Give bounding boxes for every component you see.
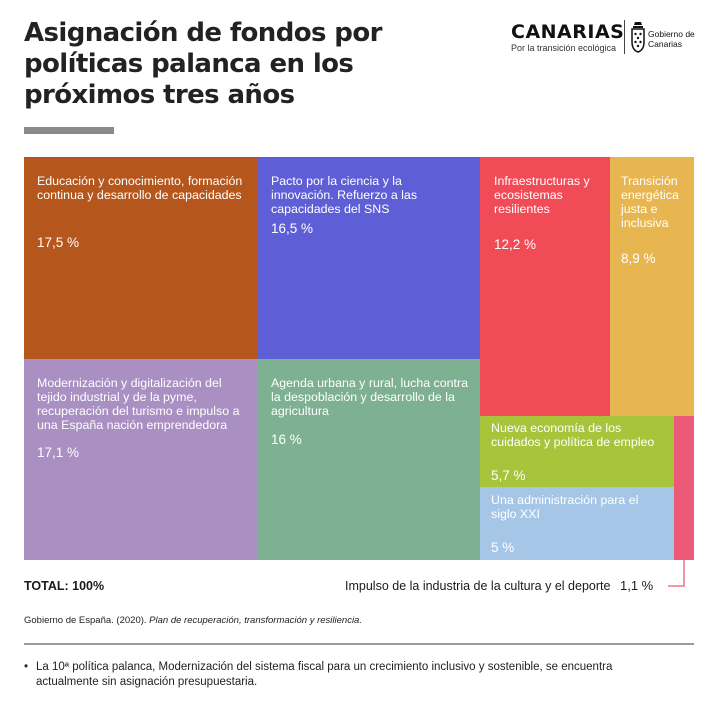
tile-value: 12,2 % (494, 237, 537, 252)
tile-transicion-energetica: Transición energética justa e inclusiva … (610, 157, 694, 416)
gobierno-canarias-logo: Gobierno de Canarias (630, 20, 695, 54)
canarias-logo-name: CANARIAS (511, 21, 625, 43)
tile-agenda-urbana: Agenda urbana y rural, lucha contra la d… (258, 359, 480, 560)
tile-value: 16,5 % (271, 221, 314, 236)
canarias-logo: CANARIAS Por la transición ecológica (511, 22, 624, 53)
tile-label: Pacto por la ciencia y la innovación. Re… (271, 174, 418, 216)
total-label: TOTAL: 100% (24, 579, 105, 593)
footnote-text: La 10ª política palanca, Modernización d… (36, 661, 613, 688)
tile-label: Una administración para el siglo XXI (491, 493, 639, 521)
gobierno-label: Gobierno de Canarias (648, 29, 695, 49)
tile-label: Transición energética justa e inclusiva (621, 174, 679, 230)
tile-cultura-deporte (674, 416, 694, 560)
coat-of-arms-icon (631, 22, 645, 53)
impulso-value: 1,1 % (620, 578, 654, 593)
logo-divider (624, 20, 625, 54)
source-text: Gobierno de España. (2020). (24, 615, 150, 626)
tile-label: Educación y conocimiento, formación cont… (37, 174, 243, 202)
tile-label: Modernización y digitalización del tejid… (37, 376, 240, 432)
source-citation: Gobierno de España. (2020). Plan de recu… (24, 615, 362, 626)
source-title: Plan de recuperación, transformación y r… (149, 615, 362, 626)
impulso-label: Impulso de la industria de la cultura y … (345, 579, 611, 593)
tile-infraestructuras: Infraestructuras y ecosistemas resilient… (480, 157, 610, 416)
tile-value: 8,9 % (621, 251, 656, 266)
tile-educacion: Educación y conocimiento, formación cont… (24, 157, 258, 359)
tile-value: 5,7 % (491, 468, 526, 483)
tile-value: 17,5 % (37, 235, 80, 250)
footer-divider (24, 643, 694, 645)
tile-label: Agenda urbana y rural, lucha contra la d… (271, 376, 468, 418)
tile-value: 5 % (491, 540, 515, 555)
chart-title: Asignación de fondos por políticas palan… (24, 18, 382, 110)
tile-modernizacion: Modernización y digitalización del tejid… (24, 359, 258, 560)
tile-value: 17,1 % (37, 445, 80, 460)
tile-label: Nueva economía de los cuidados y polític… (491, 421, 655, 449)
tile-ciencia: Pacto por la ciencia y la innovación. Re… (258, 157, 480, 359)
tile-administracion: Una administración para el siglo XXI 5 % (480, 487, 674, 560)
footnote-bullet: • (24, 661, 29, 673)
treemap-chart: Educación y conocimiento, formación cont… (24, 157, 694, 560)
tile-label: Infraestructuras y ecosistemas resilient… (494, 174, 590, 216)
title-underline (24, 127, 114, 134)
canarias-logo-tagline: Por la transición ecológica (511, 43, 617, 53)
tile-economia-cuidados: Nueva economía de los cuidados y polític… (480, 416, 674, 487)
tile-value: 16 % (271, 432, 302, 447)
